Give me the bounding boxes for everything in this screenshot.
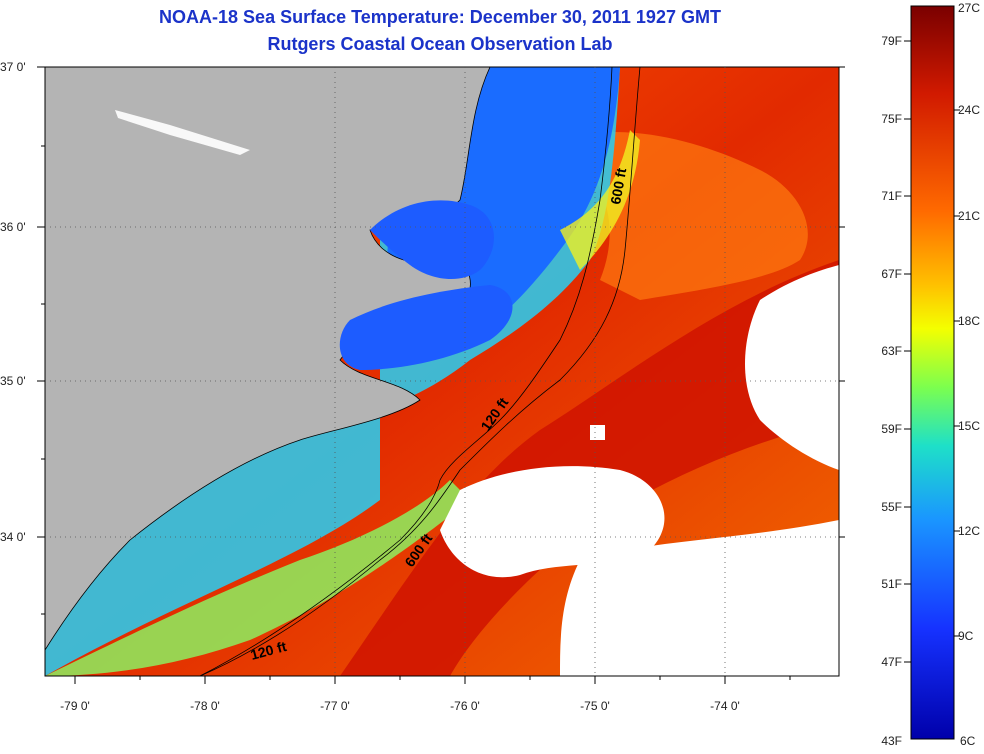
cb-label-c-15: 15C: [958, 419, 980, 433]
cb-label-f-71: 71F: [881, 189, 902, 203]
lon-label-77: -77 0': [320, 699, 350, 713]
cb-label-f-67: 67F: [881, 267, 902, 281]
lon-label-79: -79 0': [60, 699, 90, 713]
cb-label-f-79: 79F: [881, 34, 902, 48]
lon-label-75: -75 0': [580, 699, 610, 713]
cloud-speck: [590, 425, 605, 440]
cb-label-c-27: 27C: [958, 1, 980, 15]
transition-zone-green: [45, 480, 470, 676]
cb-label-f-43: 43F: [881, 734, 902, 748]
map-ticks: [37, 66, 845, 684]
cb-label-f-59: 59F: [881, 422, 902, 436]
isobath-600ft-line: [199, 67, 641, 676]
map-plot-area: [45, 67, 839, 676]
cb-label-f-55: 55F: [881, 500, 902, 514]
cb-label-c-12: 12C: [958, 524, 980, 538]
lat-label-36: 36 0': [0, 220, 26, 234]
map-subtitle: Rutgers Coastal Ocean Observation Lab: [267, 34, 613, 54]
map-title: NOAA-18 Sea Surface Temperature: Decembe…: [159, 7, 721, 27]
cloud-patch-3: [745, 265, 839, 470]
cb-label-c-21: 21C: [958, 209, 980, 223]
lat-label-37: 37 0': [0, 60, 26, 74]
lat-label-34: 34 0': [0, 530, 26, 544]
isobath-120ft-line: [199, 67, 613, 676]
pamlico-sound: [339, 285, 513, 370]
cb-label-f-63: 63F: [881, 344, 902, 358]
lon-label-76: -76 0': [450, 699, 480, 713]
cb-label-c-18: 18C: [958, 314, 980, 328]
colorbar-ticks: [904, 40, 960, 663]
cb-label-c-9: 9C: [958, 629, 974, 643]
cb-label-f-75: 75F: [881, 112, 902, 126]
cb-label-c-24: 24C: [958, 103, 980, 117]
lat-label-35: 35 0': [0, 374, 26, 388]
contour-label-600ft-upper: 600 ft: [607, 166, 629, 205]
lon-label-78: -78 0': [190, 699, 220, 713]
cloud-patch-1: [440, 466, 665, 578]
lon-label-74: -74 0': [710, 699, 740, 713]
cb-label-f-47: 47F: [881, 655, 902, 669]
cb-label-c-6: 6C: [960, 734, 976, 748]
colorbar: [910, 5, 955, 740]
albemarle-sound: [370, 200, 494, 280]
cb-label-f-51: 51F: [881, 577, 902, 591]
inland-lake: [115, 110, 250, 155]
cloud-patch-2: [560, 520, 839, 676]
map-frame: [44, 66, 840, 677]
